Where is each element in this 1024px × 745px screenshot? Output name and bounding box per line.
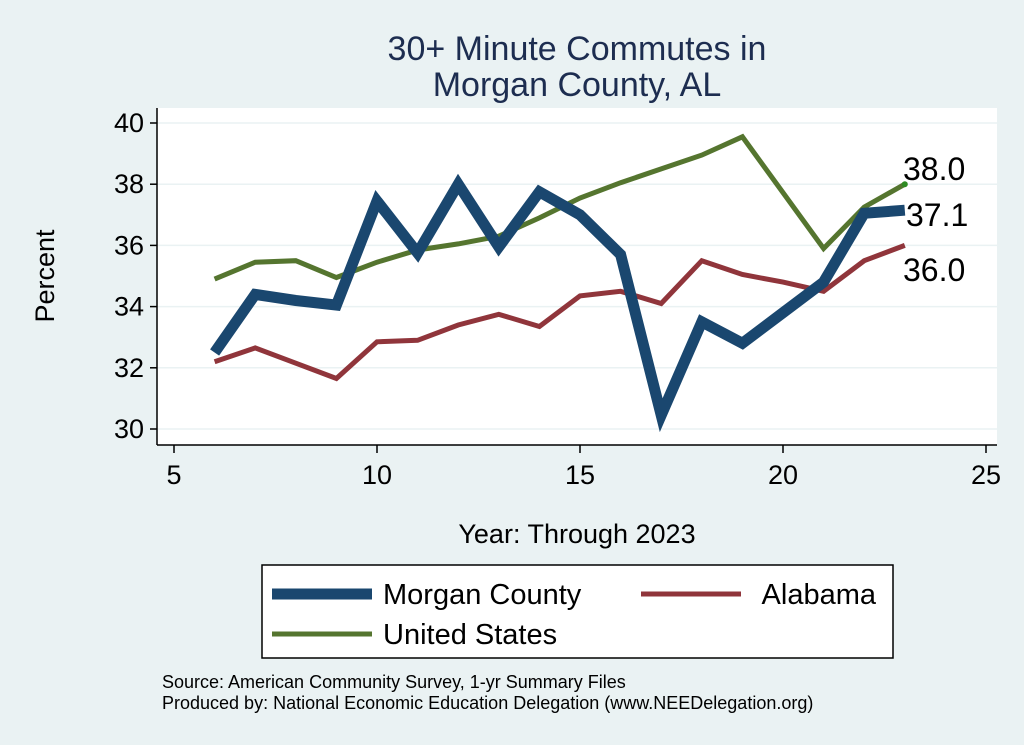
end-labels: 37.1 36.0 38.0 xyxy=(901,151,968,288)
y-tick-label: 38 xyxy=(114,169,144,199)
legend-label-alabama: Alabama xyxy=(762,579,877,611)
end-label-morgan-county: 37.1 xyxy=(906,197,968,233)
x-tick-label: 15 xyxy=(565,460,595,490)
x-tick-label: 20 xyxy=(768,460,798,490)
x-tick-label: 25 xyxy=(971,460,1001,490)
series-line-alabama xyxy=(213,243,906,382)
end-label-alabama: 36.0 xyxy=(903,252,965,288)
chart-title-line-1: 30+ Minute Commutes in xyxy=(388,30,767,68)
series-lines xyxy=(210,133,907,433)
series-line-united-states xyxy=(213,133,907,282)
us-end-point xyxy=(901,181,908,188)
chart-title-line-2: Morgan County, AL xyxy=(433,66,722,104)
legend-box xyxy=(261,564,894,659)
y-tick-label: 40 xyxy=(114,108,144,138)
x-tick-label: 5 xyxy=(166,460,181,490)
source-note: Source: American Community Survey, 1-yr … xyxy=(162,672,626,692)
legend: Morgan County Alabama United States xyxy=(261,564,894,659)
y-axis-label: Percent xyxy=(30,229,60,323)
x-axis-label: Year: Through 2023 xyxy=(458,519,695,549)
plot-area xyxy=(157,108,997,445)
series-line-morgan-county xyxy=(210,173,906,433)
gridlines xyxy=(157,122,997,430)
y-tick-label: 32 xyxy=(114,353,144,383)
legend-label-united-states: United States xyxy=(383,619,557,651)
legend-label-morgan-county: Morgan County xyxy=(383,579,582,611)
x-tick-label: 10 xyxy=(362,460,392,490)
end-label-united-states: 38.0 xyxy=(903,151,965,187)
y-tick-label: 34 xyxy=(114,292,144,322)
produced-note: Produced by: National Economic Education… xyxy=(162,693,813,713)
y-tick-label: 30 xyxy=(114,414,144,444)
y-tick-label: 36 xyxy=(114,230,144,260)
axes: 30 32 34 36 38 40 5 10 15 20 25 xyxy=(114,108,1001,490)
